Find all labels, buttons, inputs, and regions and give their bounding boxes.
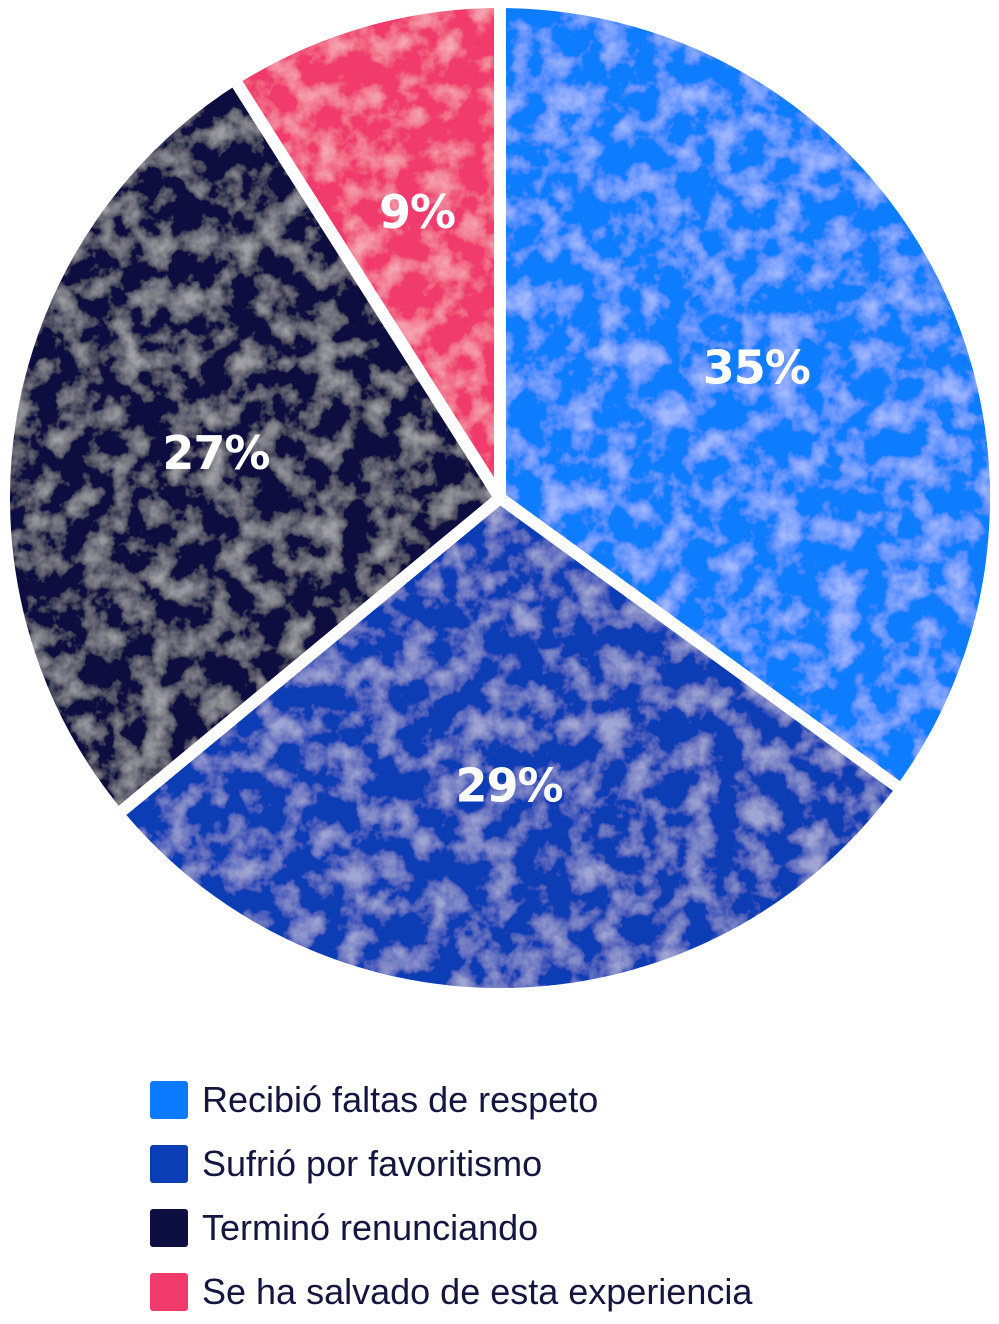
legend-swatch-1 — [150, 1145, 188, 1183]
pie-slices — [0, 0, 999, 1000]
legend-swatch-3 — [150, 1273, 188, 1311]
pie-slice-0 — [494, 0, 999, 796]
legend-swatch-2 — [150, 1209, 188, 1247]
pie-chart-svg: 35% 29% 27% 9% — [0, 0, 999, 1000]
slice-value-label-0: 35% — [703, 340, 810, 394]
pie-chart: 35% 29% 27% 9% — [0, 0, 999, 1000]
legend-swatch-0 — [150, 1081, 188, 1119]
legend-item-3: Se ha salvado de esta experiencia — [150, 1260, 970, 1324]
pie-slice-3 — [228, 0, 506, 504]
pie-labels: 35% 29% 27% 9% — [162, 185, 811, 813]
slice-value-label-1: 29% — [455, 759, 562, 813]
legend-item-0: Recibió faltas de respeto — [150, 1068, 970, 1132]
pie-slice-2 — [0, 73, 506, 821]
legend-item-1: Sufrió por favoritismo — [150, 1132, 970, 1196]
slice-value-label-3: 9% — [379, 185, 455, 239]
legend-item-2: Terminó renunciando — [150, 1196, 970, 1260]
legend-label-2: Terminó renunciando — [202, 1207, 539, 1248]
legend-label-3: Se ha salvado de esta experiencia — [202, 1271, 753, 1312]
legend-label-0: Recibió faltas de respeto — [202, 1079, 599, 1120]
legend-label-1: Sufrió por favoritismo — [202, 1143, 543, 1184]
pie-slice-1 — [111, 492, 908, 1000]
legend: Recibió faltas de respeto Sufrió por favo… — [150, 1068, 970, 1324]
slice-value-label-2: 27% — [162, 426, 269, 480]
